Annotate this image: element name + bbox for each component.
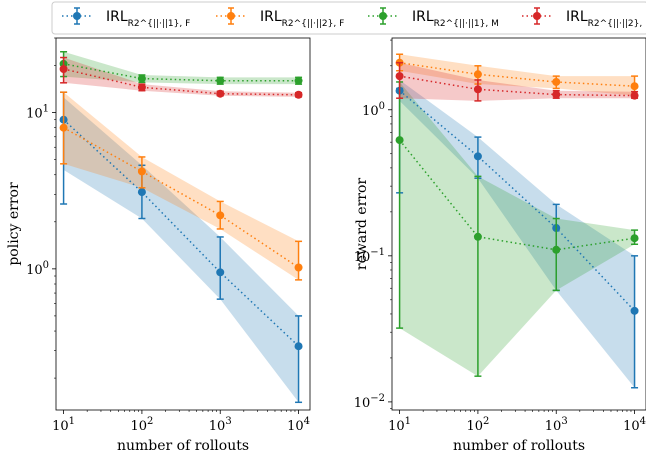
data-point-s1: [137, 188, 146, 197]
x-tick-label: 104: [287, 416, 310, 434]
band-s4: [399, 62, 635, 101]
band-s4: [63, 57, 299, 97]
data-point-s3: [294, 76, 303, 85]
legend-box: [51, 1, 646, 35]
y-axis-label: policy error: [6, 182, 22, 266]
y-tick-label: 10−1: [354, 247, 385, 265]
series-line-s4: [63, 68, 299, 96]
x-tick-label: 101: [388, 416, 411, 434]
data-point-s4: [216, 89, 225, 98]
data-point-s2: [216, 211, 225, 220]
y-tick-label: 101: [26, 104, 49, 122]
data-point-s3: [630, 234, 639, 243]
band-s1: [399, 80, 635, 388]
data-point-s3: [137, 74, 146, 83]
legend-label-s1: IRLR2^{||·||1}, F: [106, 9, 190, 29]
legend-marker-s4: [533, 12, 541, 20]
y-tick-label: 100: [26, 260, 49, 278]
band-s3: [63, 51, 299, 85]
x-tick-label: 101: [52, 416, 75, 434]
data-point-s2: [552, 77, 561, 86]
x-tick-label: 104: [623, 416, 646, 434]
data-point-s4: [473, 85, 482, 94]
x-axis-label: number of rollouts: [117, 438, 249, 454]
data-point-s2: [294, 263, 303, 272]
x-tick-label: 102: [466, 416, 489, 434]
legend-marker-s2: [227, 12, 235, 20]
data-point-s4: [137, 83, 146, 92]
legend-label-s4: IRLR2^{||·||2}, M: [566, 9, 646, 29]
y-tick-label: 100: [362, 101, 385, 119]
data-point-s2: [59, 123, 68, 132]
plot-frame: [391, 37, 646, 411]
data-point-s2: [137, 167, 146, 176]
legend-marker-s3: [379, 12, 387, 20]
x-axis-label: number of rollouts: [453, 438, 585, 454]
data-point-s4: [59, 65, 68, 74]
data-point-s1: [294, 342, 303, 351]
data-point-s4: [630, 91, 639, 100]
data-point-s1: [216, 268, 225, 277]
data-point-s3: [216, 76, 225, 85]
legend-label-s2: IRLR2^{||·||2}, F: [260, 9, 344, 29]
plot-frame: [55, 37, 311, 411]
data-point-s4: [294, 90, 303, 99]
series-line-s1: [63, 119, 300, 347]
legend-marker-s1: [73, 12, 81, 20]
data-point-s2: [473, 70, 482, 79]
data-point-s3: [473, 232, 482, 241]
data-point-s3: [395, 136, 404, 145]
x-tick-label: 103: [545, 416, 568, 434]
band-s3: [399, 82, 635, 377]
data-point-s2: [630, 82, 639, 91]
data-point-s1: [473, 152, 482, 161]
data-point-s4: [552, 90, 561, 99]
band-s2: [399, 54, 635, 96]
data-point-s3: [552, 245, 561, 254]
right-panel: 101 102 103 104 10−2 10−1 100 number of rollout…: [354, 37, 646, 454]
data-point-s1: [630, 306, 639, 315]
band-s1: [63, 97, 299, 403]
left-panel: 101 102 103 104 100 101 number of rollouts poli…: [6, 37, 311, 454]
legend: IRLR2^{||·||1}, F IRLR2^{||·||2}, F IRLR2^…: [51, 1, 646, 35]
x-tick-label: 102: [130, 416, 153, 434]
band-s2: [63, 92, 299, 280]
series-line-s3: [399, 139, 635, 251]
series-line-s2: [399, 61, 635, 87]
x-tick-label: 103: [209, 416, 232, 434]
y-axis-label: reward error: [354, 178, 370, 271]
data-point-s4: [395, 72, 404, 81]
y-tick-label: 10−2: [354, 393, 385, 411]
legend-label-s3: IRLR2^{||·||1}, M: [412, 9, 499, 29]
